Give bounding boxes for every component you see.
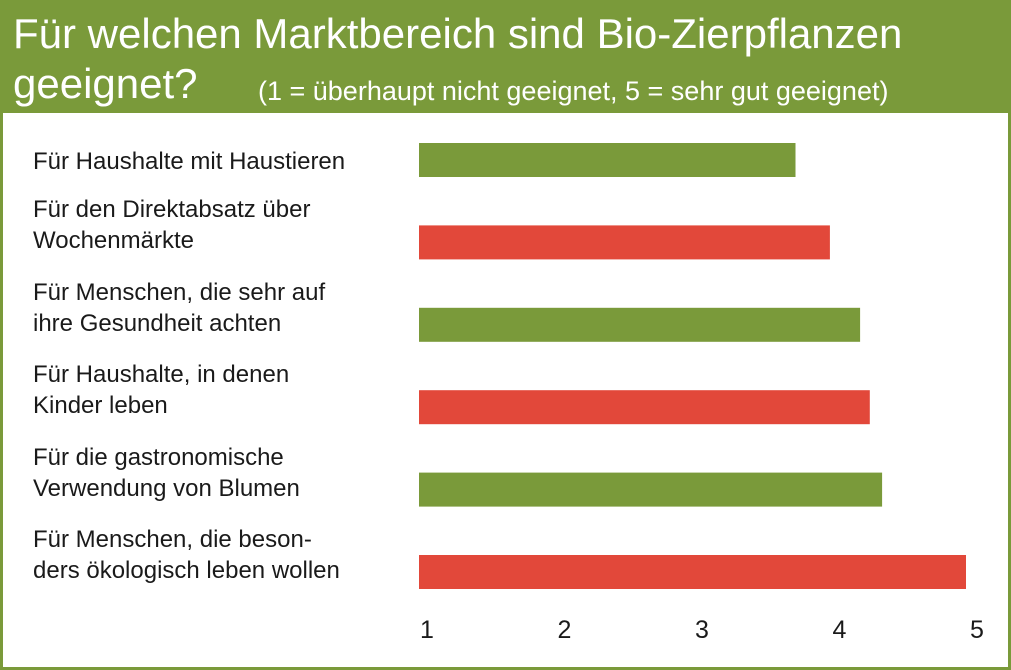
bar-3 [419,307,861,342]
category-label-1: Für Haushalte mit Haustieren [33,148,346,175]
category-label-3: Für Menschen, die sehr auf ihre Gesundhe… [33,278,326,337]
chart-header: Für welchen Marktbereich sind Bio-Zierpf… [3,3,1008,113]
chart-title-line2: geeignet? [13,60,198,107]
category-label-2: Für den Direktabsatz über Wochenmärkte [33,196,311,255]
category-label-4: Für Haushalte, in denen Kinder leben [33,361,290,420]
bar-4 [419,390,870,425]
chart-subtitle: (1 = überhaupt nicht geeignet, 5 = sehr … [258,76,889,106]
x-tick-label-2: 2 [558,616,572,644]
chart-title-line1: Für welchen Marktbereich sind Bio-Zierpf… [13,10,903,57]
category-label-6: Für Menschen, die beson- ders ökologisch… [33,526,340,584]
bar-6 [419,555,966,589]
category-label-5: Für die gastronomische Verwendung von Bl… [33,443,300,502]
x-tick-label-1: 1 [420,616,434,644]
bar-2 [419,225,830,260]
x-tick-label-4: 4 [833,616,847,644]
x-tick-label-5: 5 [970,616,984,644]
x-tick-label-3: 3 [695,616,709,644]
bar-1 [419,143,796,177]
bar-5 [419,472,883,507]
